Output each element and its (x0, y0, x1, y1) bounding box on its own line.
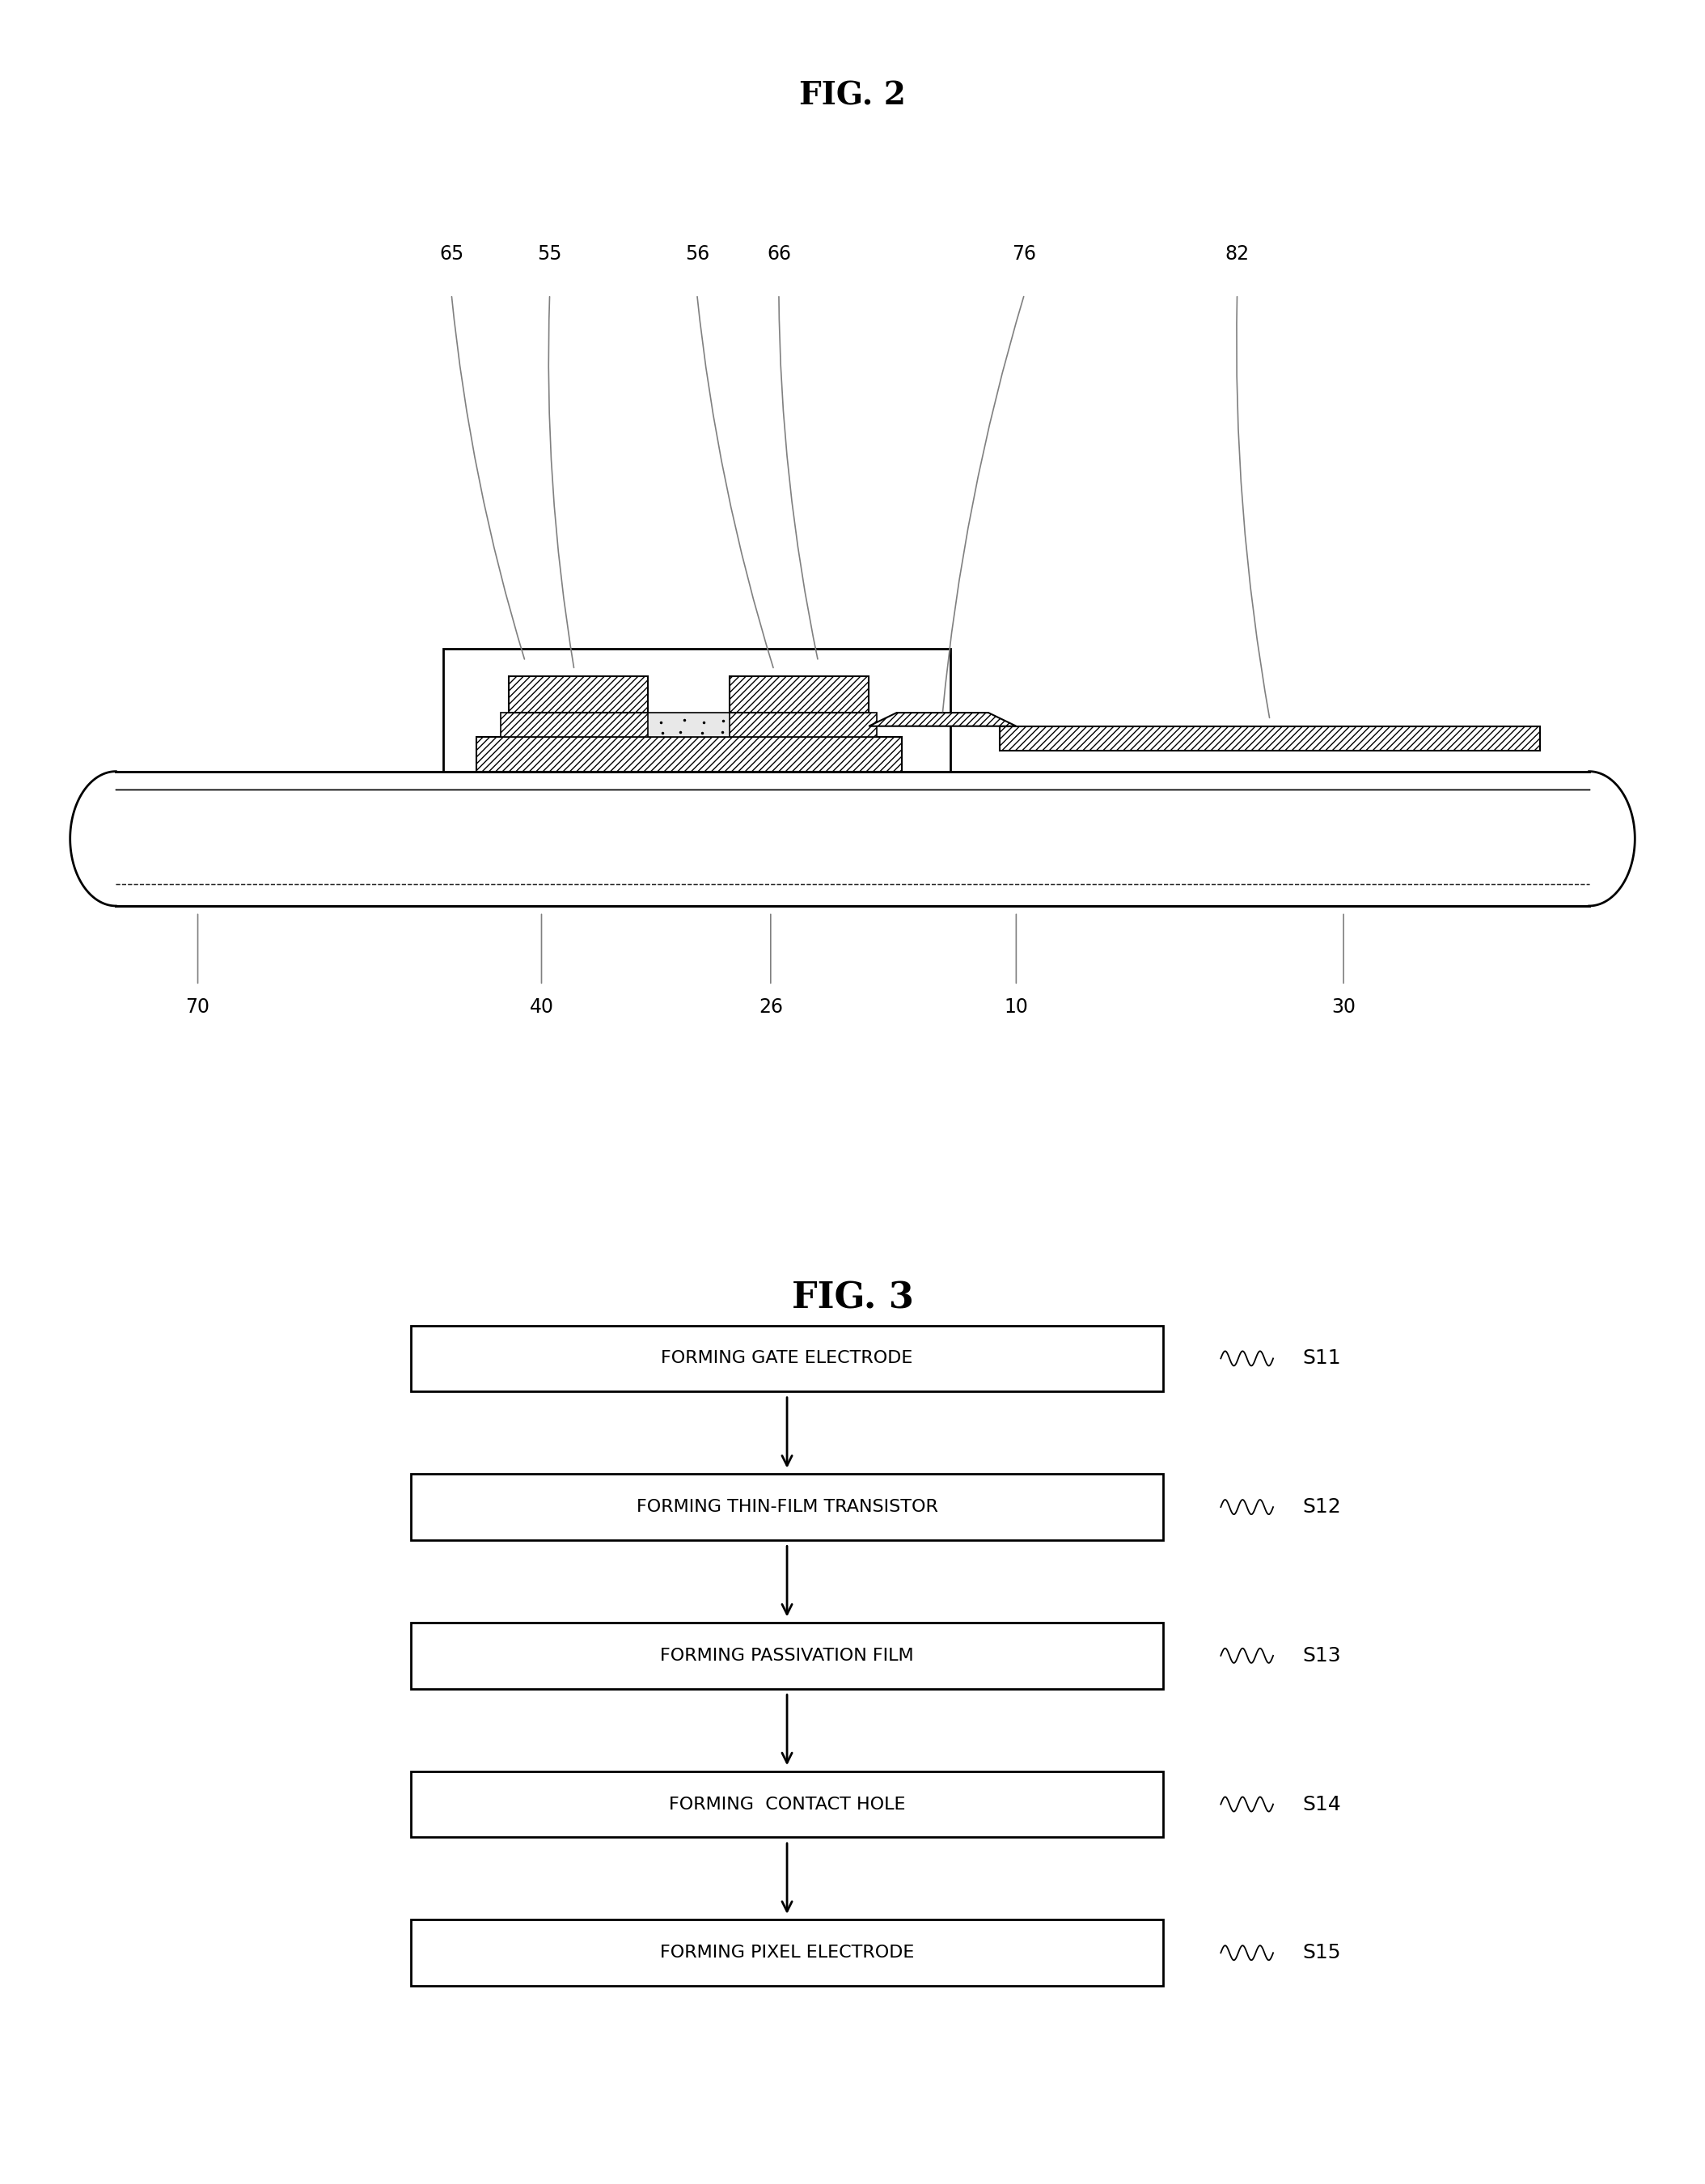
Text: S13: S13 (1303, 1647, 1342, 1666)
Text: 26: 26 (759, 998, 783, 1018)
Text: FORMING PIXEL ELECTRODE: FORMING PIXEL ELECTRODE (660, 1944, 914, 1961)
Text: FORMING THIN-FILM TRANSISTOR: FORMING THIN-FILM TRANSISTOR (636, 1498, 938, 1516)
Polygon shape (870, 712, 1016, 725)
Bar (411, 1771, 1163, 1837)
Text: 10: 10 (1004, 998, 1028, 1018)
Bar (517, 712, 861, 738)
Polygon shape (1589, 771, 1635, 906)
Text: 65: 65 (440, 245, 464, 264)
Text: S15: S15 (1303, 1944, 1342, 1963)
Bar (411, 1474, 1163, 1540)
Text: 56: 56 (685, 245, 709, 264)
Text: 66: 66 (767, 245, 791, 264)
Text: S12: S12 (1303, 1498, 1342, 1516)
Bar (501, 712, 648, 738)
Text: 40: 40 (529, 998, 554, 1018)
Text: 76: 76 (1013, 245, 1037, 264)
Text: 70: 70 (186, 998, 210, 1018)
Bar (730, 712, 876, 738)
Text: S11: S11 (1303, 1350, 1342, 1367)
Bar (443, 649, 951, 771)
Bar (730, 677, 870, 712)
Text: FIG. 3: FIG. 3 (791, 1280, 914, 1315)
Text: FORMING  CONTACT HOLE: FORMING CONTACT HOLE (668, 1795, 905, 1813)
Text: FORMING PASSIVATION FILM: FORMING PASSIVATION FILM (660, 1647, 914, 1664)
Bar (476, 738, 902, 771)
Bar (999, 725, 1540, 751)
Bar (116, 771, 1589, 906)
Text: 55: 55 (537, 245, 563, 264)
Bar (508, 677, 648, 712)
Text: FORMING GATE ELECTRODE: FORMING GATE ELECTRODE (662, 1350, 912, 1367)
Text: FIG. 2: FIG. 2 (800, 81, 905, 111)
Bar (411, 1623, 1163, 1688)
Text: 82: 82 (1224, 245, 1250, 264)
Text: 30: 30 (1332, 998, 1355, 1018)
Bar (411, 1920, 1163, 1985)
Bar (411, 1326, 1163, 1391)
Polygon shape (70, 771, 116, 906)
Text: S14: S14 (1303, 1795, 1342, 1815)
